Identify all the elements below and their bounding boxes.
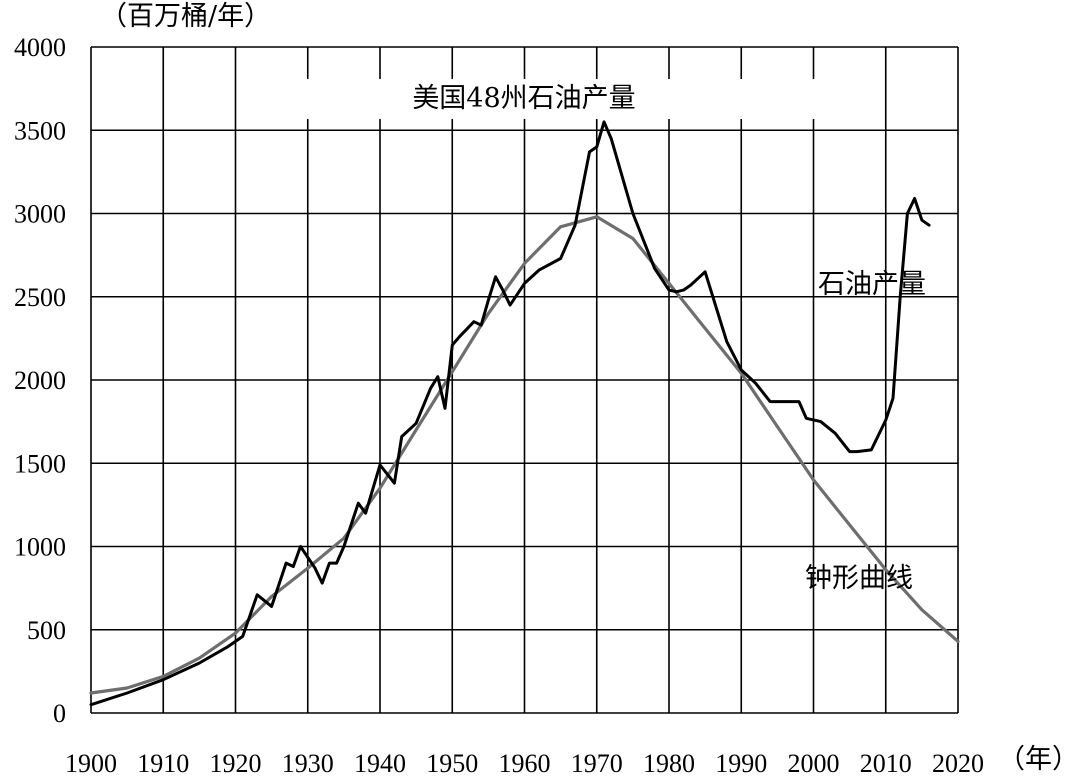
x-tick-label: 1990 xyxy=(715,749,767,777)
x-tick-label: 1930 xyxy=(282,749,334,777)
x-tick-label: 2010 xyxy=(860,749,912,777)
tick-labels: 1900 1910 1920 1930 1940 1950 1960 1970 1980 1990… xyxy=(14,33,984,777)
chart-title: 美国48州石油产量 xyxy=(412,83,635,114)
x-tick-label: 1980 xyxy=(643,749,695,777)
bell-curve-line xyxy=(89,215,960,695)
grid xyxy=(90,46,959,714)
y-tick-label: 2000 xyxy=(14,366,66,395)
oil-production-line xyxy=(89,120,931,707)
x-tick-label: 1900 xyxy=(65,749,117,777)
y-axis-label: （百万桶/年） xyxy=(100,1,271,32)
x-tick-label: 1940 xyxy=(354,749,406,777)
x-axis-label: （年） xyxy=(998,744,1079,775)
oil-series-label: 石油产量 xyxy=(818,269,926,300)
x-tick-label: 1910 xyxy=(137,749,189,777)
y-tick-label: 1000 xyxy=(14,533,66,562)
y-tick-label: 3500 xyxy=(14,116,66,145)
x-tick-label: 1970 xyxy=(571,749,623,777)
title-background xyxy=(256,79,856,119)
series-layer xyxy=(89,120,960,707)
x-tick-label: 1920 xyxy=(210,749,262,777)
x-tick-label: 1960 xyxy=(499,749,551,777)
x-tick-label: 2000 xyxy=(788,749,840,777)
y-tick-label: 500 xyxy=(27,616,66,645)
x-tick-label: 2020 xyxy=(932,749,984,777)
y-tick-label: 3000 xyxy=(14,200,66,229)
y-tick-label: 2500 xyxy=(14,283,66,312)
y-tick-label: 0 xyxy=(53,699,66,728)
y-tick-label: 4000 xyxy=(14,33,66,62)
y-tick-label: 1500 xyxy=(14,449,66,478)
bell-series-label: 钟形曲线 xyxy=(805,563,913,594)
x-tick-label: 1950 xyxy=(426,749,478,777)
